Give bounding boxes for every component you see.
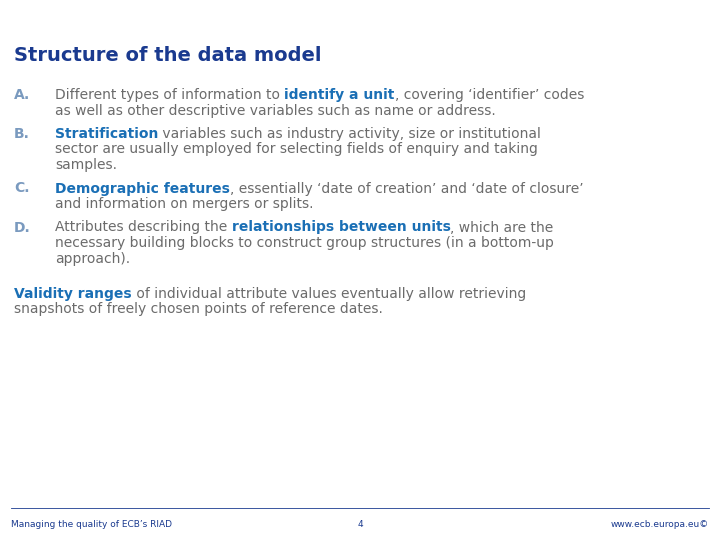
Text: and information on mergers or splits.: and information on mergers or splits. [55, 197, 313, 211]
Text: C.: C. [14, 181, 30, 195]
Text: necessary building blocks to construct group structures (in a bottom-up: necessary building blocks to construct g… [55, 236, 554, 250]
Text: D.: D. [14, 220, 31, 234]
Text: snapshots of freely chosen points of reference dates.: snapshots of freely chosen points of ref… [14, 302, 383, 316]
Text: variables such as industry activity, size or institutional: variables such as industry activity, siz… [158, 127, 541, 141]
Text: approach).: approach). [55, 252, 130, 266]
Text: , which are the: , which are the [451, 220, 554, 234]
Text: 4: 4 [357, 521, 363, 529]
Text: of individual attribute values eventually allow retrieving: of individual attribute values eventuall… [132, 287, 526, 301]
Text: identify a unit: identify a unit [284, 88, 395, 102]
Text: B.: B. [14, 127, 30, 141]
Text: , essentially ‘date of creation’ and ‘date of closure’: , essentially ‘date of creation’ and ‘da… [230, 181, 583, 195]
Text: Attributes describing the: Attributes describing the [55, 220, 232, 234]
Text: Stratification: Stratification [55, 127, 158, 141]
Text: Main features of RIAD /1: Main features of RIAD /1 [11, 11, 203, 25]
Text: A.: A. [14, 88, 30, 102]
Text: sector are usually employed for selecting fields of enquiry and taking: sector are usually employed for selectin… [55, 143, 538, 157]
Text: relationships between units: relationships between units [232, 220, 451, 234]
Text: Demographic features: Demographic features [55, 181, 230, 195]
Text: Different types of information to: Different types of information to [55, 88, 284, 102]
Text: www.ecb.europa.eu©: www.ecb.europa.eu© [611, 521, 709, 529]
Text: samples.: samples. [55, 158, 117, 172]
Text: Managing the quality of ECB’s RIAD: Managing the quality of ECB’s RIAD [11, 521, 172, 529]
Text: as well as other descriptive variables such as name or address.: as well as other descriptive variables s… [55, 104, 496, 118]
Text: Structure of the data model: Structure of the data model [14, 46, 322, 65]
Text: , covering ‘identifier’ codes: , covering ‘identifier’ codes [395, 88, 584, 102]
Text: Validity ranges: Validity ranges [14, 287, 132, 301]
